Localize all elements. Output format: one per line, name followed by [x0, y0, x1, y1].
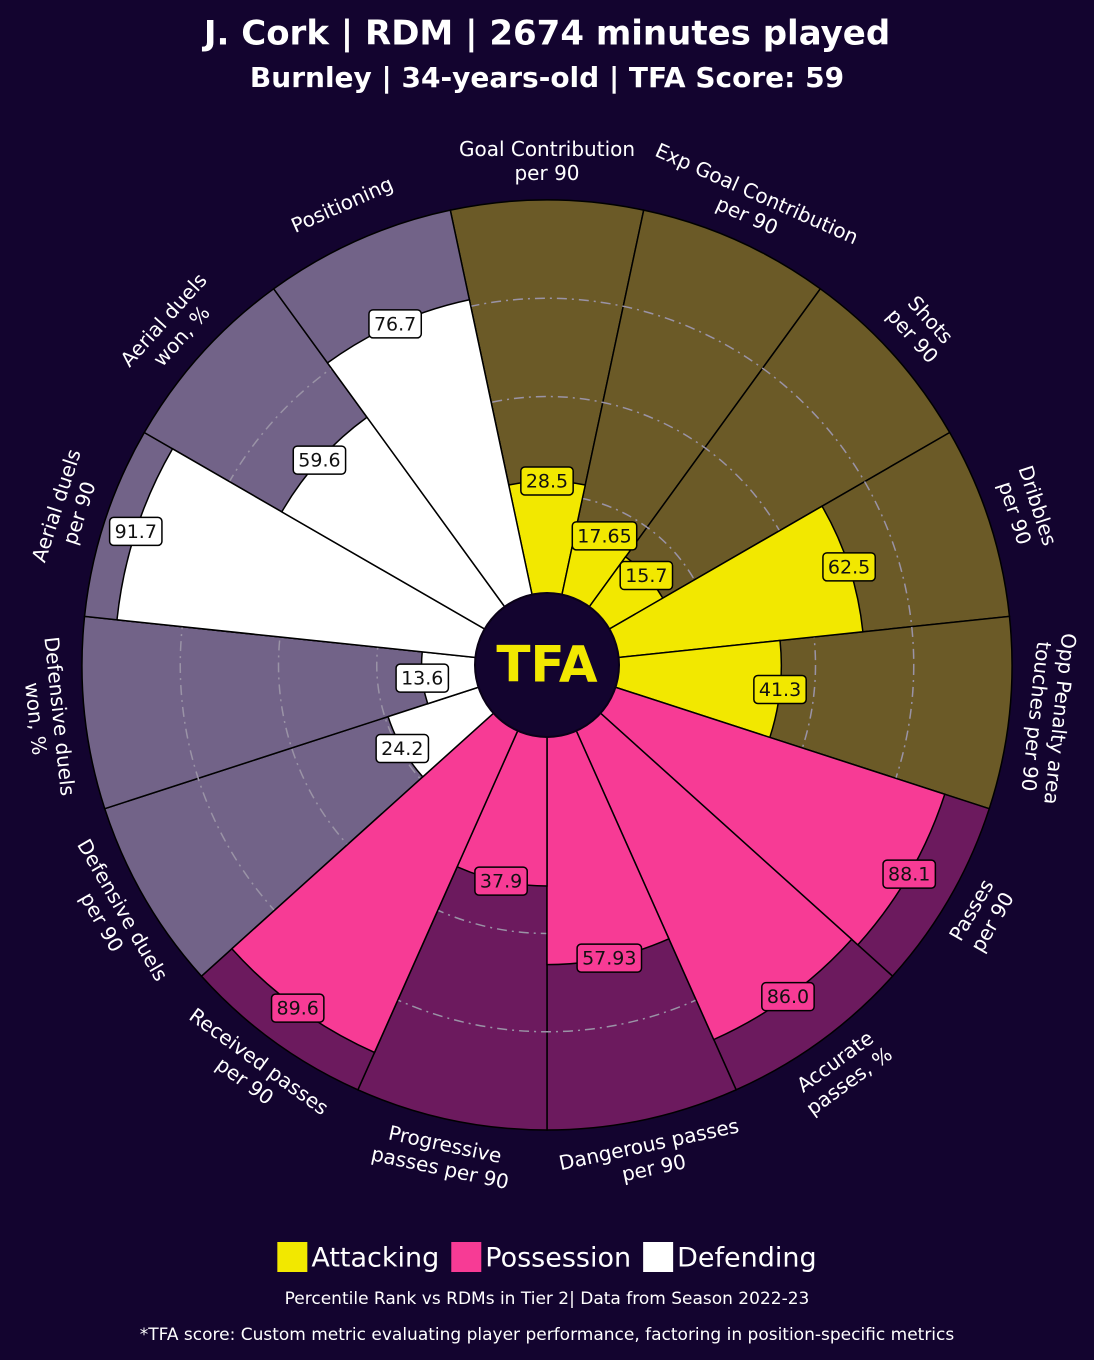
value-label-box: [761, 981, 815, 1012]
value-label-box: [753, 674, 807, 705]
legend-item: Possession: [451, 1242, 631, 1274]
value-label-text: 37.9: [480, 871, 522, 893]
legend-text: Defending: [677, 1243, 817, 1274]
value-label-box: [822, 552, 876, 582]
value-label-text: 13.6: [401, 668, 443, 690]
value-label-box: [368, 309, 423, 339]
grid-line: [179, 297, 915, 1033]
value-label-text: 89.6: [277, 998, 319, 1020]
value-label: 89.6: [270, 993, 325, 1023]
value-label: 24.2: [375, 733, 430, 764]
value-label: 91.7: [108, 516, 163, 547]
slice-background: [449, 199, 645, 666]
value-label: 86.0: [761, 981, 815, 1012]
category-label-line: Goal Contribution: [459, 137, 635, 161]
value-label: 62.5: [822, 552, 876, 582]
center-circle: [474, 592, 620, 738]
value-label-box: [270, 993, 325, 1023]
value-label: 37.9: [474, 866, 528, 896]
legend-item: Defending: [643, 1242, 817, 1274]
legend-swatch: [451, 1242, 482, 1272]
value-label: 15.7: [619, 560, 674, 591]
value-label-box: [375, 733, 430, 764]
value-label-text: 41.3: [759, 679, 801, 701]
value-label-box: [576, 943, 643, 973]
value-label: 13.6: [395, 663, 450, 693]
category-label: Goal Contribution per 90: [459, 137, 635, 185]
chart-subtitle: Burnley | 34-years-old | TFA Score: 59: [250, 61, 844, 94]
value-label-text: 15.7: [625, 565, 667, 587]
value-label: 17.65: [571, 521, 638, 551]
value-label-text: 76.7: [374, 313, 416, 335]
category-label-line: per 90: [514, 161, 579, 185]
value-label: 76.7: [368, 309, 423, 339]
value-label-box: [395, 663, 450, 693]
value-label-text: 17.65: [577, 525, 631, 547]
center-logo: TFA: [496, 636, 598, 694]
legend-swatch: [643, 1242, 674, 1272]
value-label-box: [474, 866, 528, 896]
value-label-text: 86.0: [767, 986, 809, 1008]
value-label-text: 59.6: [298, 450, 340, 472]
value-label: 59.6: [292, 445, 347, 475]
value-label-text: 28.5: [526, 470, 568, 492]
value-label-box: [882, 859, 937, 889]
value-label: 28.5: [520, 466, 574, 496]
value-label-box: [619, 560, 674, 591]
value-label-box: [108, 516, 163, 547]
footnote: *TFA score: Custom metric evaluating pla…: [140, 1325, 955, 1345]
value-label-box: [520, 466, 574, 496]
value-label-text: 62.5: [828, 556, 870, 578]
footnote: Percentile Rank vs RDMs in Tier 2| Data …: [285, 1289, 810, 1309]
legend-item: Attacking: [277, 1242, 439, 1274]
legend-text: Possession: [485, 1243, 631, 1274]
value-label-text: 88.1: [888, 864, 930, 886]
value-label: 57.93: [576, 943, 643, 973]
value-label-text: 24.2: [381, 738, 423, 760]
chart-title: J. Cork | RDM | 2674 minutes played: [202, 14, 890, 54]
value-label-text: 57.93: [582, 948, 636, 970]
value-label-text: 91.7: [115, 521, 157, 543]
legend-text: Attacking: [311, 1243, 439, 1274]
value-label: 88.1: [882, 859, 937, 889]
value-label-box: [571, 521, 638, 551]
legend-swatch: [277, 1242, 308, 1272]
value-label: 41.3: [753, 674, 807, 705]
value-label-box: [292, 445, 347, 475]
